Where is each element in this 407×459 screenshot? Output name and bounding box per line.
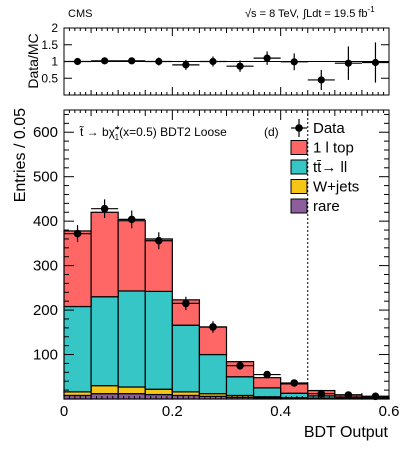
lumi-integral: ∫ [302,8,307,20]
legend: Data 1 l top tt̄→ ll W+jets rare [290,119,359,215]
stack-bar [171,324,201,393]
ratio-point [263,54,271,62]
experiment-label: CMS [68,8,92,20]
stack-bar [117,220,146,292]
main-ylabel: Entries / 0.05 [12,108,29,202]
data-point [127,215,136,224]
stack-bar [252,377,282,389]
process-annotation: t̃ → bχ̃+ 1(x=0.5) BDT2 Loose [79,123,228,142]
legend-swatch [290,179,308,194]
ratio-point [290,58,298,66]
stack-bar [90,211,119,298]
data-point [182,299,190,308]
legend-swatch [290,198,308,214]
stack-bar [117,386,146,395]
legend-swatch [290,159,308,175]
data-point [209,323,217,331]
data-point [263,370,271,379]
stack-bar [280,392,309,399]
ratio-y-tick-label: 1.5 [41,38,58,52]
data-point [290,379,299,387]
process-sup: + [115,123,120,132]
ratio-ylabel: Data/MC [25,33,41,88]
main-xlabel: BDT Output [304,424,389,441]
main-x-tick-label: 0 [60,403,68,420]
stack-bar [144,290,173,390]
stack-bar [90,385,119,395]
data-point [371,392,380,401]
ratio-point [155,57,163,66]
stack-bar [144,393,173,400]
ratio-point [344,59,352,67]
process-text: t̃ → bχ̃ [79,124,120,139]
legend-label: 1 l top [313,140,354,157]
data-point [236,361,244,370]
ratio-point [73,57,82,66]
legend-label: tt̄→ ll [313,159,347,176]
main-y-tick-label: 500 [33,169,58,186]
stack-bar [90,393,119,400]
stack-bar [117,290,146,388]
process-sub: 1 [115,133,120,142]
ratio-point [236,62,244,70]
legend-data-marker [295,124,303,132]
process-rest: (x=0.5) BDT2 Loose [119,125,227,139]
data-point [154,236,163,245]
main-panel: 100 200 300 400 500 600 0 0.2 0.4 0.6 [33,109,400,420]
main-x-tick-label: 0.4 [270,403,291,420]
ratio-panel: 0.5 1 1.5 2 [41,21,390,96]
legend-swatch [290,140,308,155]
ratio-point [128,57,136,65]
energy-root: √s [245,8,257,20]
ratio-point [101,57,109,65]
ratio-point [182,61,190,69]
stack-bar [63,305,92,393]
main-y-tick-label: 400 [33,213,58,230]
panel-label: (d) [264,125,279,139]
data-point [344,391,353,399]
legend-label: rare [313,198,340,215]
data-point [73,229,82,238]
ratio-point [371,58,380,67]
stack-bar [198,353,228,395]
lumi-exp: -1 [368,5,376,14]
main-y-tick-label: 100 [33,347,58,364]
main-x-tick-label: 0.2 [162,403,183,420]
main-y-tick-label: 200 [33,302,58,319]
data-point [100,204,109,213]
main-y-tick-label: 300 [33,258,58,275]
ratio-y-tick-label: 0.5 [41,71,58,85]
main-x-tick-label: 0.6 [379,403,400,420]
legend-label-data: Data [313,120,345,137]
energy-label: √s = 8 TeV, ∫Ldt = 19.5 fb-1 [245,5,375,20]
ratio-point [317,76,325,84]
stack-bar [90,296,119,387]
stack-bar [144,388,173,396]
stack-bar [63,230,92,308]
stack-bar [252,387,282,398]
legend-label: W+jets [313,179,359,196]
ratio-y-tick-label: 2 [51,21,58,35]
stack-bar [117,393,146,400]
data-point [317,389,326,398]
ratio-point [209,57,217,66]
main-y-tick-label: 600 [33,124,58,141]
energy-rest: = 8 TeV, [257,8,300,20]
stack-bar [225,376,255,397]
lumi-rest: Ldt = 19.5 fb [306,8,367,20]
ratio-y-tick-label: 1 [51,55,58,69]
